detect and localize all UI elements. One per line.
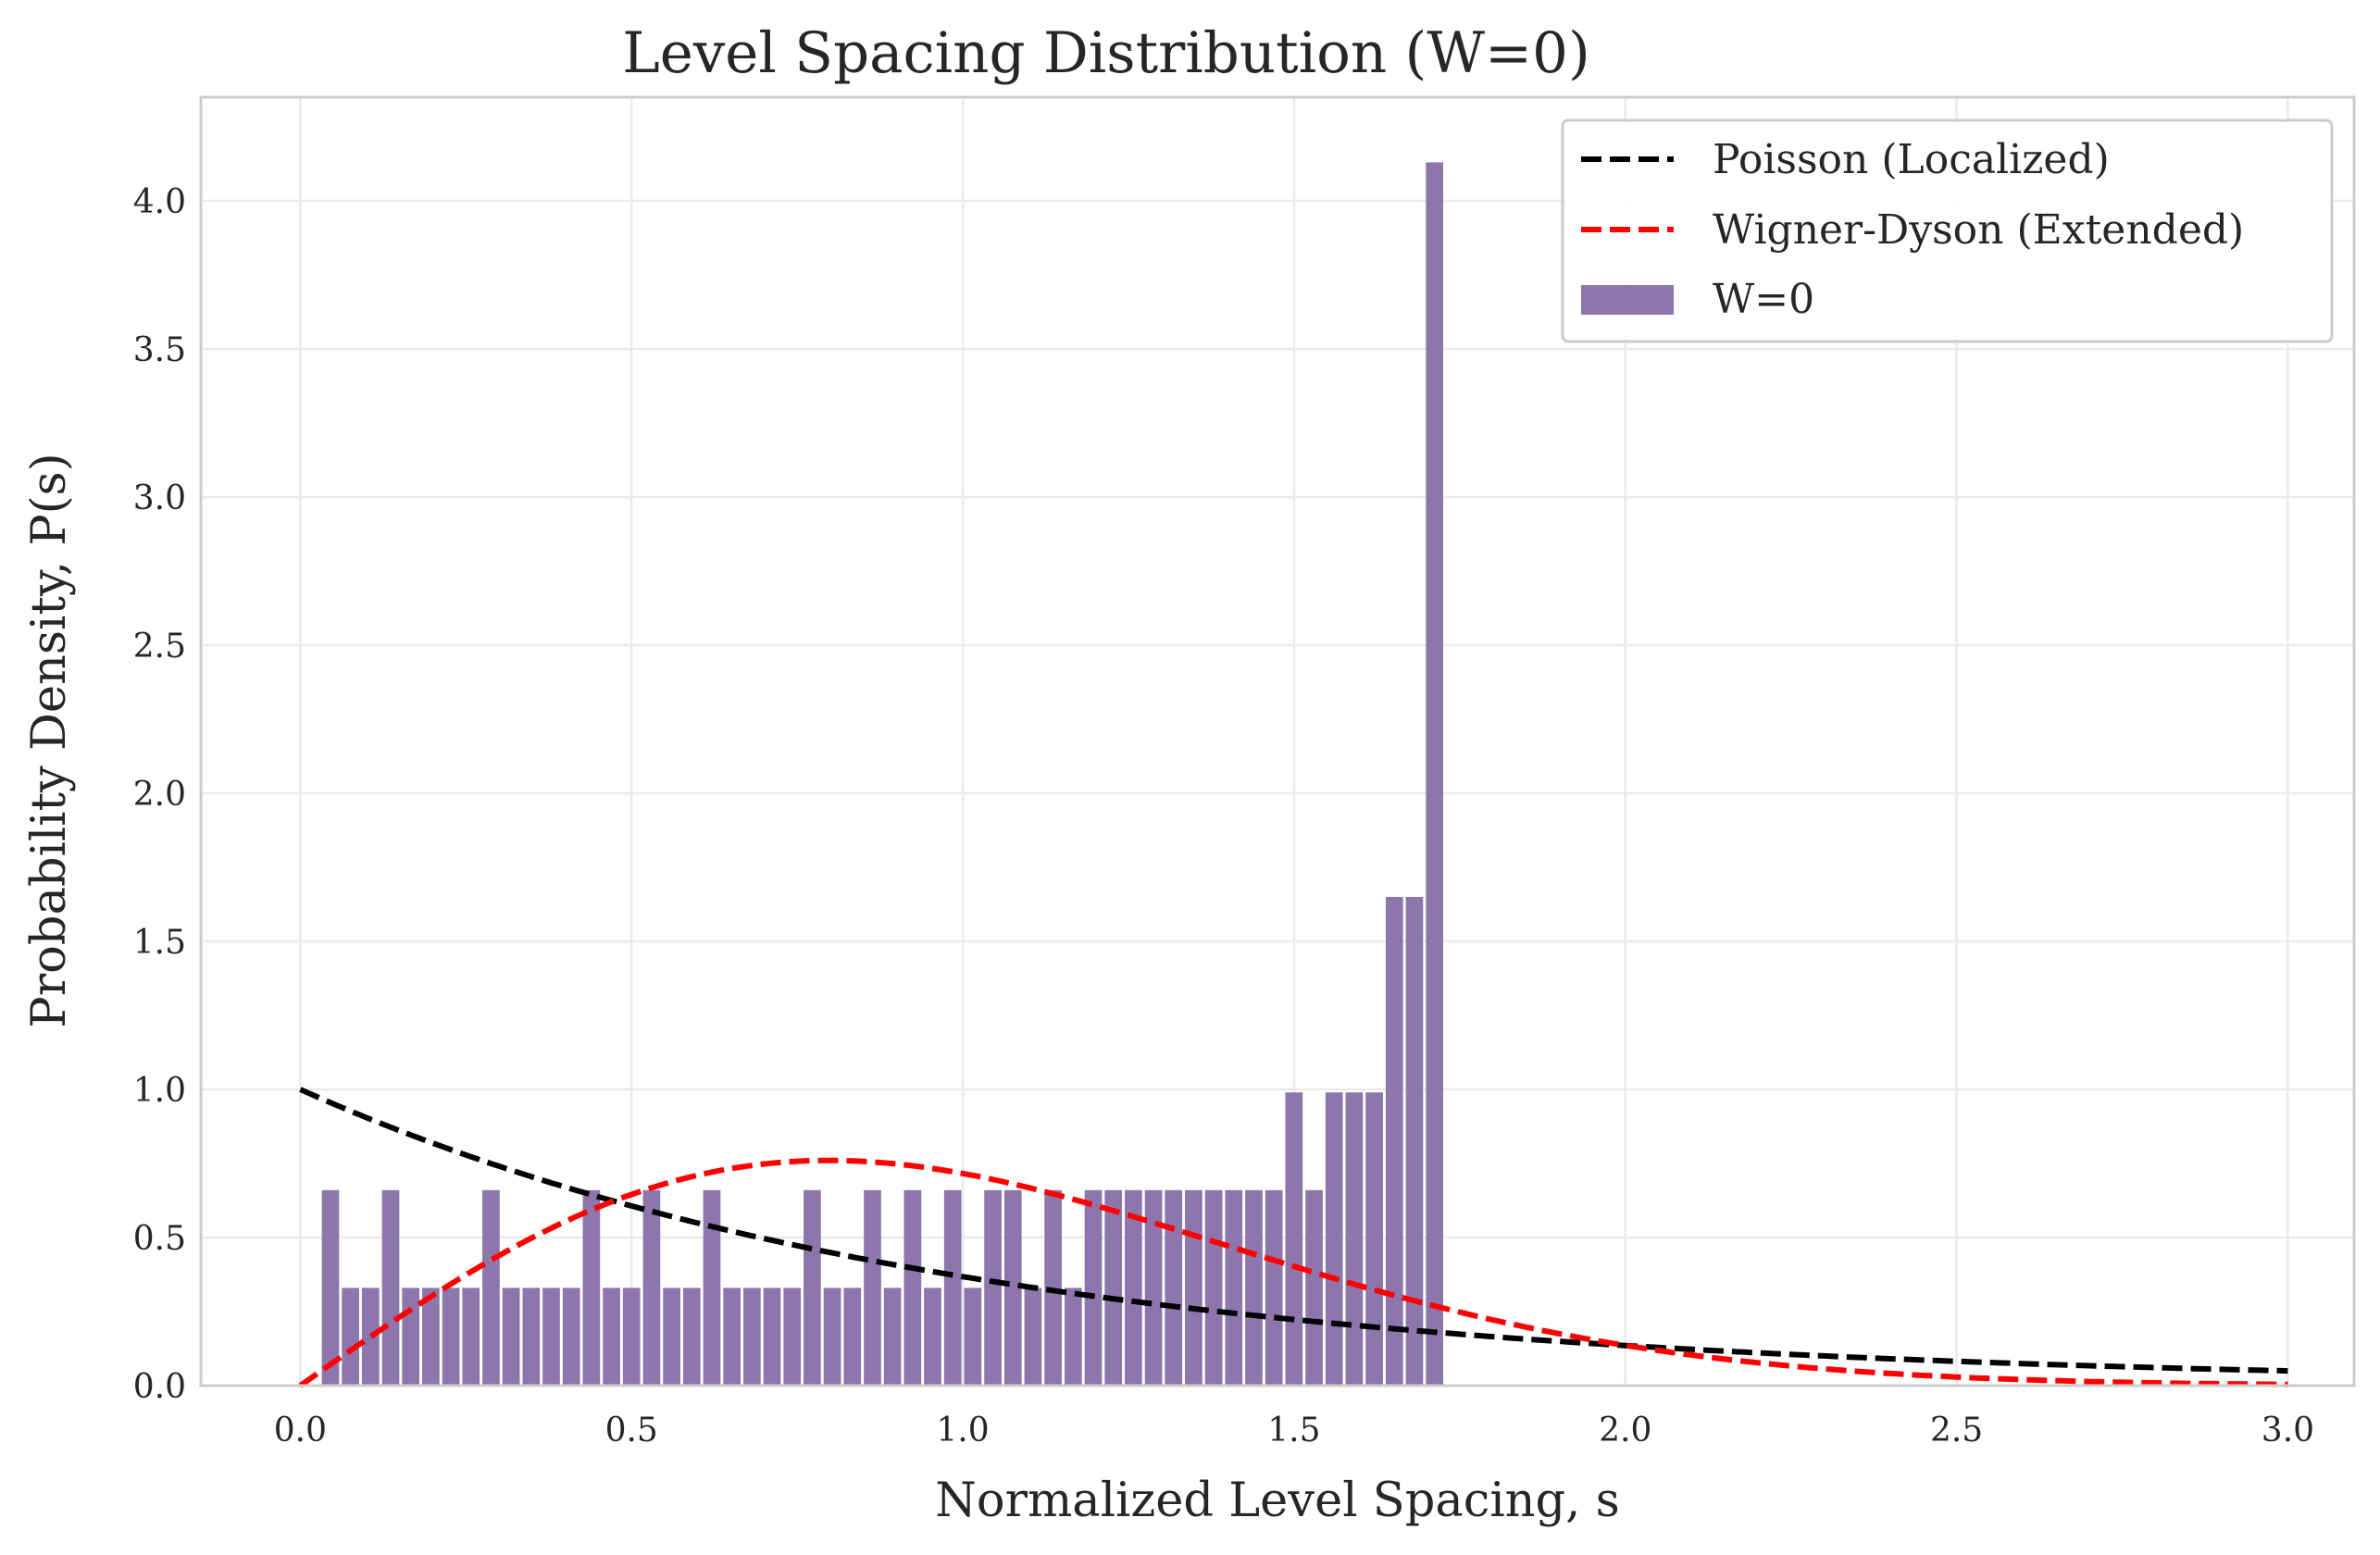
histogram-bar (1084, 1189, 1103, 1386)
histogram-bar (1325, 1092, 1343, 1386)
histogram-bar (1245, 1189, 1263, 1386)
histogram-bar (1024, 1288, 1042, 1386)
x-tick-label: 1.0 (936, 1412, 989, 1449)
histogram-bar (984, 1189, 1002, 1386)
histogram-bar (883, 1288, 902, 1386)
histogram-bar (562, 1288, 580, 1386)
histogram-bar (482, 1189, 500, 1386)
histogram-bar (1365, 1092, 1383, 1386)
histogram-bar (1204, 1189, 1223, 1386)
histogram-bar (943, 1189, 962, 1386)
histogram-bar (1305, 1189, 1323, 1386)
chart-title: Level Spacing Distribution (W=0) (622, 20, 1590, 86)
histogram-bar (682, 1288, 701, 1386)
histogram-bar (381, 1189, 400, 1386)
histogram-bar (1426, 162, 1444, 1386)
histogram-bar (462, 1288, 480, 1386)
y-tick-label: 2.5 (133, 628, 186, 666)
y-tick-label: 2.0 (133, 776, 186, 814)
histogram-bar (582, 1189, 601, 1386)
histogram-bar (642, 1189, 661, 1386)
histogram-bars (321, 162, 1444, 1386)
histogram-bar (1225, 1189, 1243, 1386)
x-tick-label: 1.5 (1267, 1412, 1320, 1449)
histogram-bar (1003, 1189, 1022, 1386)
histogram-bar (1165, 1189, 1183, 1386)
y-tick-label: 0.0 (133, 1368, 186, 1406)
x-axis-title: Normalized Level Spacing, s (935, 1474, 1620, 1528)
wigner-dyson-curve (298, 1157, 2288, 1388)
histogram-bar (903, 1189, 922, 1386)
histogram-bar (542, 1288, 560, 1386)
histogram-bar (703, 1189, 721, 1386)
histogram-bar (924, 1288, 941, 1386)
histogram-bar (1104, 1189, 1123, 1386)
y-tick-label: 4.0 (133, 183, 186, 221)
histogram-bar (1405, 897, 1424, 1386)
histogram-bar (1144, 1189, 1163, 1386)
plot-frame (199, 95, 2356, 1387)
histogram-bar (1125, 1189, 1142, 1386)
legend-swatch-histogram (1581, 285, 1674, 315)
histogram-bar (1265, 1189, 1283, 1386)
histogram-bar (864, 1189, 881, 1386)
histogram-bar (361, 1288, 380, 1386)
histogram-bar (402, 1288, 420, 1386)
x-tick-label: 2.0 (1599, 1412, 1651, 1449)
x-tick-label: 3.0 (2262, 1412, 2314, 1449)
histogram-bar (622, 1288, 641, 1386)
y-tick-label: 3.0 (133, 479, 186, 517)
histogram-bar (1064, 1288, 1082, 1386)
histogram-bar (843, 1288, 862, 1386)
legend-label-histogram: W=0 (1713, 276, 1814, 323)
legend: Poisson (Localized) Wigner-Dyson (Extend… (1561, 118, 2334, 343)
theory-curves (298, 1087, 2288, 1388)
histogram-bar (522, 1288, 541, 1386)
x-tick-label: 2.5 (1930, 1412, 1983, 1449)
histogram-bar (783, 1288, 802, 1386)
x-tick-label: 0.5 (605, 1412, 658, 1449)
histogram-bar (723, 1288, 741, 1386)
histogram-bar (442, 1288, 460, 1386)
legend-label-wigner-dyson: Wigner-Dyson (Extended) (1713, 206, 2244, 254)
histogram-bar (1185, 1189, 1202, 1386)
histogram-bar (964, 1288, 982, 1386)
histogram-bar (502, 1288, 520, 1386)
legend-label-poisson: Poisson (Localized) (1713, 136, 2110, 183)
histogram-bar (1285, 1092, 1303, 1386)
histogram-bar (743, 1288, 761, 1386)
histogram-bar (603, 1288, 620, 1386)
y-tick-label: 3.5 (133, 331, 186, 369)
histogram-bar (1385, 897, 1403, 1386)
histogram-bar (1345, 1092, 1364, 1386)
x-tick-label: 0.0 (274, 1412, 327, 1449)
legend-box (1561, 118, 2334, 343)
x-tick-labels: 0.0 0.5 1.0 1.5 2.0 2.5 3.0 (274, 1412, 2314, 1449)
histogram-bar (422, 1288, 440, 1386)
histogram-bar (321, 1189, 340, 1386)
histogram-bar (823, 1288, 841, 1386)
histogram-bar (342, 1288, 359, 1386)
poisson-curve (299, 1087, 2288, 1375)
y-tick-labels: 0.0 0.5 1.0 1.5 2.0 2.5 3.0 3.5 4.0 (133, 183, 186, 1406)
y-axis-title: Probability Density, P(s) (22, 453, 77, 1027)
y-tick-label: 1.0 (133, 1072, 186, 1110)
histogram-bar (763, 1288, 781, 1386)
y-tick-label: 1.5 (133, 924, 186, 962)
histogram-bar (804, 1189, 821, 1386)
y-tick-label: 0.5 (133, 1220, 186, 1258)
histogram-bar (663, 1288, 680, 1386)
